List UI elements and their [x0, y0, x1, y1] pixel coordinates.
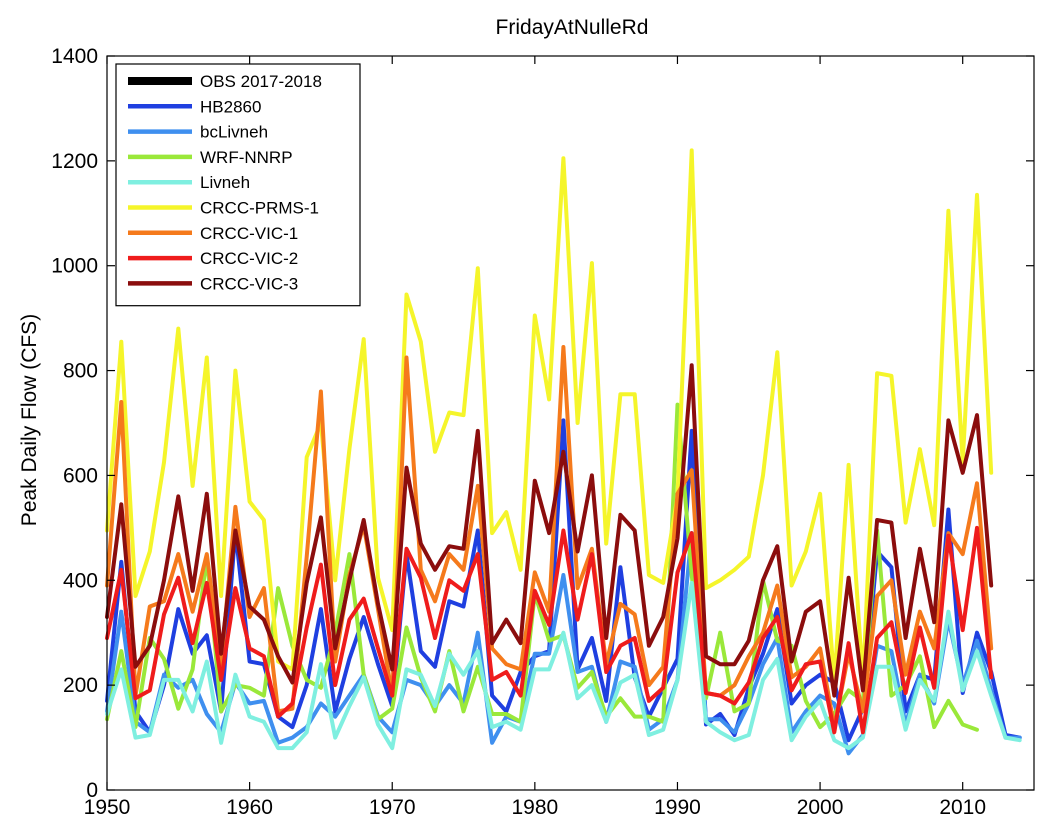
series-line-crcc-vic-2 [105, 525, 994, 735]
chart-title: FridayAtNulleRd [496, 16, 649, 39]
y-tick-label: 800 [63, 360, 98, 383]
y-tick-label: 1200 [51, 150, 98, 173]
x-tick-label: 2000 [797, 796, 844, 819]
legend-label: CRCC-VIC-1 [200, 224, 298, 243]
series-line-crcc-vic-3 [105, 363, 994, 698]
series-line-crcc-prms-1 [105, 148, 994, 685]
x-tick-label: 1990 [654, 796, 701, 819]
x-tick-label: 1970 [369, 796, 416, 819]
axes: 1950 1960 1970 1980 1990 2000 2010 0 200 400 600 80… [51, 45, 1035, 819]
y-axis-label: Peak Daily Flow (CFS) [18, 314, 41, 526]
y-tick-label: 600 [63, 464, 98, 487]
legend: OBS 2017-2018 HB2860 bcLivneh WRF-NNRP Livne… [115, 63, 361, 307]
y-tick-label: 0 [86, 779, 98, 802]
y-tick-label: 1000 [51, 255, 98, 278]
legend-label: OBS 2017-2018 [200, 72, 322, 91]
legend-label: Livneh [200, 173, 250, 192]
legend-label: CRCC-VIC-2 [200, 249, 298, 268]
plot-frame [106, 55, 1035, 791]
series-layer [105, 148, 1022, 756]
y-tick-label: 200 [63, 674, 98, 697]
x-tick-label: 1980 [511, 796, 558, 819]
legend-label: CRCC-PRMS-1 [200, 199, 319, 218]
x-tick-label: 2010 [939, 796, 986, 819]
legend-label: WRF-NNRP [200, 148, 293, 167]
y-tick-label: 1400 [51, 45, 98, 68]
legend-label: HB2860 [200, 97, 261, 116]
x-tick-label: 1960 [226, 796, 273, 819]
x-tick-label: 1950 [84, 796, 131, 819]
y-tick-label: 400 [63, 569, 98, 592]
legend-label: CRCC-VIC-3 [200, 274, 298, 293]
legend-label: bcLivneh [200, 123, 268, 142]
